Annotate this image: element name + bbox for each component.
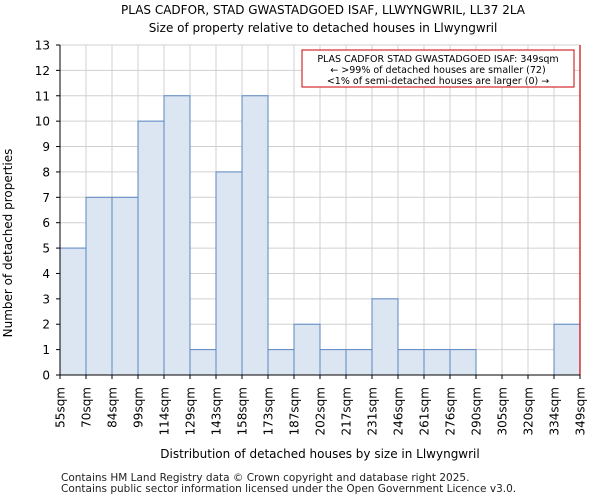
x-tick-label: 261sqm [418, 387, 432, 435]
y-tick-label: 5 [42, 242, 50, 256]
annotation-line-3: <1% of semi-detached houses are larger (… [327, 76, 549, 87]
bar [293, 323, 321, 376]
x-tick-label: 143sqm [210, 387, 224, 435]
y-tick-label: 6 [42, 216, 50, 230]
x-tick-label: 70sqm [80, 387, 94, 428]
x-tick-label: 305sqm [496, 387, 510, 435]
bars [59, 95, 581, 376]
x-tick-label: 55sqm [54, 387, 68, 428]
bar [85, 196, 113, 376]
annotation-box: PLAS CADFOR STAD GWASTADGOED ISAF: 349sq… [301, 49, 575, 88]
x-tick-label: 231sqm [366, 387, 380, 435]
x-tick-label: 320sqm [522, 387, 536, 435]
chart-title: PLAS CADFOR, STAD GWASTADGOED ISAF, LLWY… [121, 3, 526, 17]
x-tick-label: 187sqm [288, 387, 302, 435]
y-tick-label: 13 [35, 39, 50, 53]
y-tick-label: 7 [42, 191, 50, 205]
x-tick-label: 114sqm [158, 387, 172, 435]
bar [137, 120, 165, 376]
x-tick-label: 84sqm [106, 387, 120, 428]
bar [163, 95, 191, 376]
bar [215, 171, 243, 376]
y-axis-label: Number of detached properties [1, 149, 15, 338]
x-tick-label: 129sqm [184, 387, 198, 435]
y-tick-label: 0 [42, 369, 50, 383]
y-tick-label: 1 [42, 343, 50, 357]
y-tick-label: 11 [35, 89, 50, 103]
x-tick-labels: 55sqm 70sqm 84sqm 99sqm 114sqm 129sqm 143sqm 15… [54, 375, 588, 435]
bar [189, 349, 217, 376]
x-tick-label: 99sqm [132, 387, 146, 428]
bar [397, 349, 425, 376]
bar [423, 349, 451, 376]
x-tick-label: 334sqm [548, 387, 562, 435]
x-tick-label: 246sqm [392, 387, 406, 435]
y-tick-label: 9 [42, 140, 50, 154]
footer-line-2: Contains public sector information licen… [61, 483, 517, 495]
x-tick-label: 158sqm [236, 387, 250, 435]
y-tick-label: 2 [42, 318, 50, 332]
bar [345, 349, 373, 376]
bar [371, 298, 399, 376]
bar [553, 323, 581, 376]
footer-line-1: Contains HM Land Registry data © Crown c… [61, 472, 470, 484]
chart-subtitle: Size of property relative to detached ho… [149, 21, 498, 35]
y-tick-label: 4 [42, 267, 50, 281]
bar [319, 349, 347, 376]
x-tick-label: 276sqm [444, 387, 458, 435]
x-axis-label: Distribution of detached houses by size … [160, 447, 479, 461]
bar [267, 349, 295, 376]
x-tick-label: 173sqm [262, 387, 276, 435]
y-tick-label: 10 [35, 115, 50, 129]
annotation-line-2: ← >99% of detached houses are smaller (7… [330, 65, 545, 76]
bar [449, 349, 477, 376]
x-tick-label: 349sqm [574, 387, 588, 435]
x-tick-label: 202sqm [314, 387, 328, 435]
x-tick-label: 290sqm [470, 387, 484, 435]
bar [111, 196, 139, 376]
annotation-line-1: PLAS CADFOR STAD GWASTADGOED ISAF: 349sq… [317, 54, 558, 65]
y-tick-label: 12 [35, 64, 50, 78]
annotation-box-frame [301, 49, 575, 88]
bar [241, 95, 269, 376]
bar [59, 247, 87, 376]
y-tick-label: 3 [42, 292, 50, 306]
x-tick-label: 217sqm [340, 387, 354, 435]
y-tick-label: 8 [42, 165, 50, 179]
